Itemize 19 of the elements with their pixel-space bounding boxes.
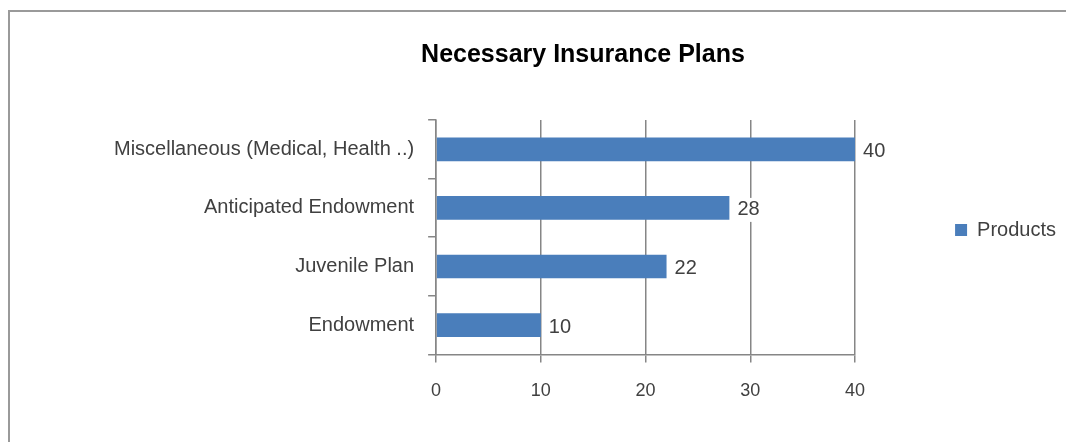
data-label: 28 <box>737 197 760 220</box>
bar <box>436 313 541 337</box>
data-label: 40 <box>863 138 886 161</box>
y-tick-label: Juvenile Plan <box>295 254 415 277</box>
data-label: 10 <box>548 314 572 337</box>
x-tick-label: 30 <box>740 380 761 401</box>
x-tick-label: 10 <box>530 380 551 401</box>
legend-label: Products <box>977 217 1057 240</box>
data-label: 22 <box>674 256 697 279</box>
y-tick-label: Miscellaneous (Medical, Health ..) <box>113 136 415 159</box>
x-tick-label: 40 <box>845 380 866 401</box>
y-tick-label: Endowment <box>308 312 415 335</box>
x-tick-label: 20 <box>635 380 656 401</box>
bar <box>436 137 856 162</box>
bar <box>436 254 667 279</box>
y-tick-label: Anticipated Endowment <box>203 195 415 218</box>
x-tick-label: 0 <box>431 380 442 401</box>
chart-title: Necessary Insurance Plans <box>421 38 745 67</box>
bar <box>436 196 730 220</box>
